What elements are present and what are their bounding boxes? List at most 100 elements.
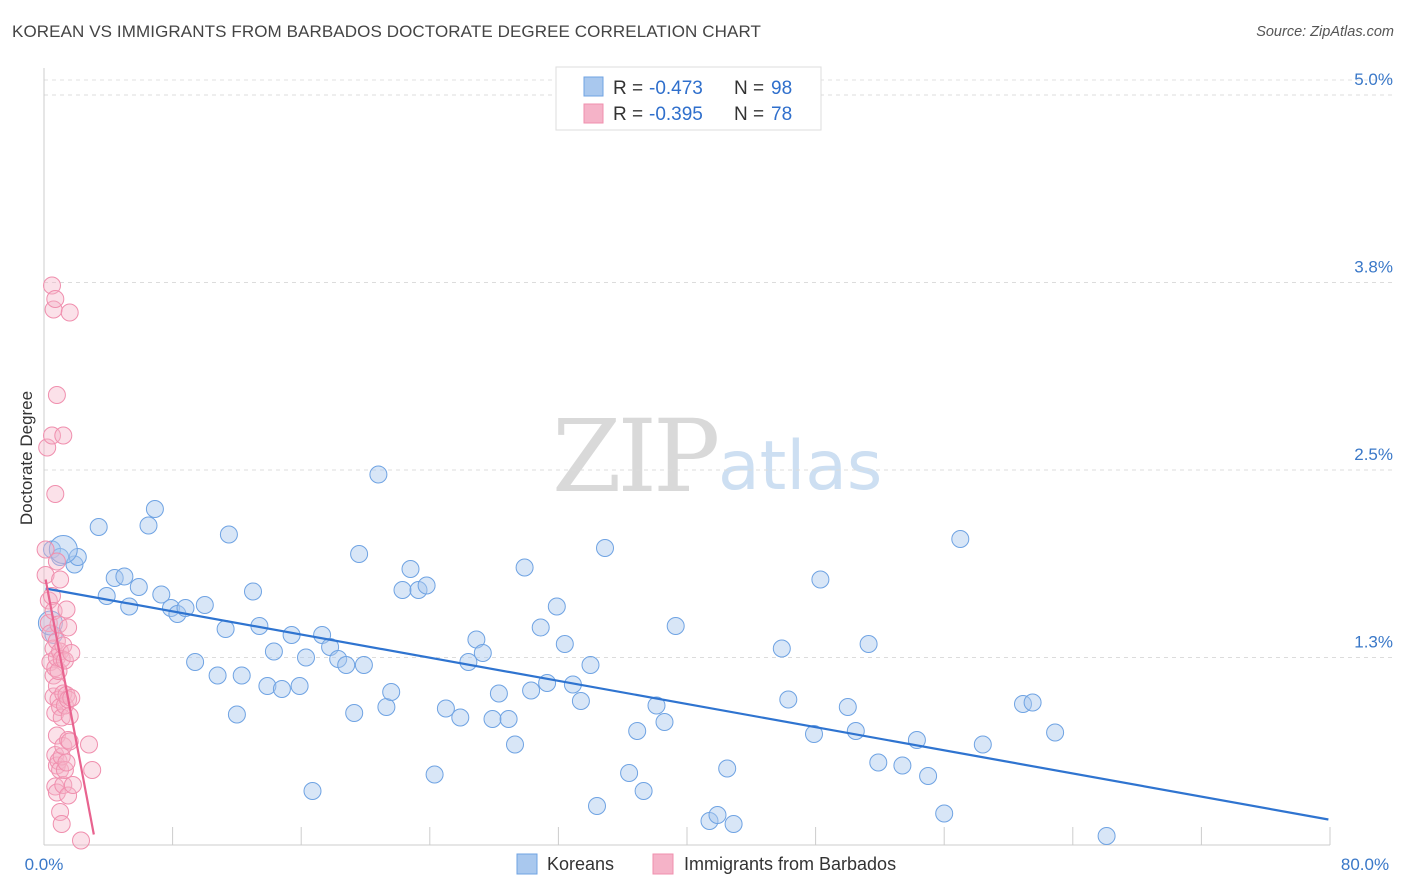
korean-point-64	[571, 692, 590, 710]
barbados-point-52	[57, 753, 76, 772]
korean-point-52	[473, 644, 492, 662]
barbados-point-41	[52, 815, 71, 833]
korean-point-68	[620, 764, 639, 782]
korean-point-54	[489, 684, 508, 703]
korean-point-24	[244, 582, 262, 601]
korean-point-45	[409, 581, 428, 599]
barbados-point-62	[63, 776, 82, 794]
korean-point-71	[647, 696, 666, 715]
korean-point-26	[258, 677, 277, 695]
korean-point-66	[588, 797, 606, 815]
korean-point-43	[393, 581, 412, 599]
barbados-point-57	[60, 303, 79, 322]
korean-point-11	[139, 516, 158, 535]
korean-point-7	[105, 569, 124, 587]
korean-point-90	[951, 530, 970, 548]
barbados-point-59	[60, 732, 79, 751]
x-tick-label-0: 0.0%	[25, 855, 64, 874]
korean-point-77	[724, 815, 743, 833]
korean-point-82	[838, 698, 857, 716]
korean-point-31	[297, 648, 315, 667]
legend-n-label-koreans: N =	[734, 78, 764, 99]
barbados-point-21	[47, 386, 66, 404]
watermark-zip: ZIP	[552, 398, 717, 515]
barbados-point-64	[80, 735, 98, 754]
korean-point-88	[919, 767, 938, 785]
legend-r-label-barbados: R =	[613, 104, 643, 125]
korean-point-44	[401, 560, 420, 578]
korean-point-12	[145, 500, 164, 518]
korean-point-19	[208, 666, 227, 685]
y-tick-label-1: 2.5%	[1354, 445, 1393, 464]
source-label: Source: ZipAtlas.com	[1256, 24, 1394, 40]
barbados-point-0	[36, 540, 55, 559]
korean-point-30	[290, 677, 309, 695]
korean-point-85	[869, 753, 888, 772]
korean-point-95	[1097, 827, 1116, 845]
korean-point-48	[436, 699, 455, 718]
barbados-point-36	[51, 761, 70, 779]
korean-point-27	[264, 642, 283, 661]
korean-point-5	[89, 518, 108, 536]
barbados-point-28	[47, 783, 66, 802]
barbados-trend-line	[44, 579, 95, 835]
barbados-point-22	[47, 552, 66, 571]
korean-point-38	[350, 545, 369, 563]
legend-n-value-koreans: 98	[771, 78, 792, 99]
barbados-point-15	[46, 290, 65, 308]
korean-point-93	[1023, 693, 1042, 712]
korean-point-4	[68, 548, 87, 566]
barbados-point-42	[54, 426, 73, 445]
korean-point-92	[1014, 695, 1032, 713]
korean-point-62	[555, 635, 574, 653]
korean-point-cluster-a	[48, 535, 78, 564]
barbados-point-18	[46, 704, 65, 722]
korean-point-47	[425, 765, 444, 784]
korean-point-61	[547, 597, 566, 616]
barbados-point-16	[46, 485, 65, 503]
korean-point-23	[232, 666, 251, 685]
series-legend: Koreans Immigrants from Barbados	[516, 853, 896, 875]
korean-point-49	[451, 708, 470, 727]
korean-point-29	[282, 626, 301, 644]
y-axis-label: Doctorate Degree	[17, 391, 36, 525]
barbados-point-65	[83, 761, 102, 779]
legend-n-label-barbados: N =	[734, 104, 764, 125]
korean-point-69	[628, 722, 647, 740]
y-axis-ticks: 1.3% 2.5% 3.8% 5.0%	[1354, 70, 1393, 652]
barbados-point-63	[72, 831, 90, 850]
legend-swatch-koreans	[583, 76, 604, 97]
korean-point-37	[345, 704, 364, 722]
barbados-point-46	[54, 776, 73, 794]
bottom-legend-swatch-koreans	[516, 853, 538, 875]
correlation-legend: R = -0.473 N = 98 R = -0.395 N = 78	[555, 66, 822, 131]
korean-point-13	[152, 585, 171, 604]
korean-point-28	[272, 680, 291, 698]
korean-point-67	[596, 539, 614, 557]
barbados-point-50	[57, 600, 76, 619]
korean-point-22	[227, 705, 246, 724]
korean-point-76	[718, 759, 737, 778]
korean-point-86	[893, 756, 912, 775]
y-tick-label-2: 3.8%	[1354, 258, 1393, 277]
korean-point-58	[522, 681, 541, 700]
barbados-point-61	[62, 689, 81, 707]
korean-point-46	[417, 576, 436, 595]
korean-point-73	[666, 617, 685, 635]
korean-point-9	[120, 597, 139, 616]
barbados-point-7	[43, 276, 61, 295]
barbados-point-60	[62, 644, 81, 662]
korean-point-17	[186, 653, 205, 671]
barbados-point-2	[38, 438, 57, 457]
legend-n-value-barbados: 78	[771, 104, 792, 125]
korean-point-65	[581, 656, 600, 674]
korean-point-8	[115, 567, 134, 586]
korean-point-40	[369, 465, 388, 484]
legend-r-value-barbados: -0.395	[649, 104, 703, 125]
korean-point-84	[859, 635, 878, 653]
korean-point-78	[772, 639, 791, 658]
korean-point-80	[805, 725, 823, 743]
y-tick-label-3: 5.0%	[1354, 70, 1393, 89]
korean-trend-line	[45, 587, 1329, 821]
